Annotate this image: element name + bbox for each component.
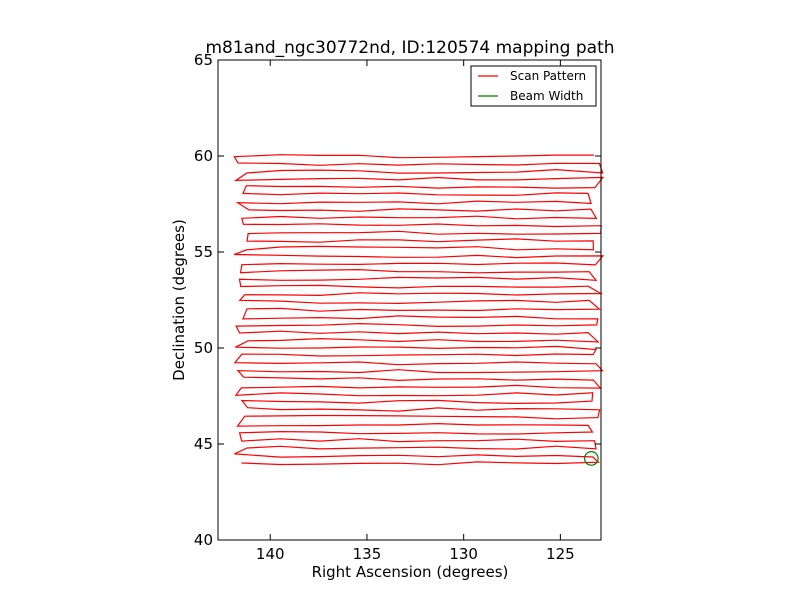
beam-width-circle xyxy=(583,451,599,466)
x-tick-label: 130 xyxy=(449,545,478,563)
plot-area xyxy=(218,60,605,540)
x-tick-label: 125 xyxy=(546,545,575,563)
x-tick-label: 135 xyxy=(353,545,382,563)
y-tick-label: 40 xyxy=(194,531,213,549)
chart-title: m81and_ngc30772nd, ID:120574 mapping pat… xyxy=(205,38,614,58)
legend: Scan Pattern Beam Width xyxy=(470,65,597,107)
y-tick-label: 45 xyxy=(194,435,213,453)
x-axis-ticks: 140 135 130 125 xyxy=(256,60,575,563)
plot-frame xyxy=(217,59,602,541)
legend-box xyxy=(470,65,597,107)
plot-background xyxy=(218,60,601,540)
x-tick-label: 140 xyxy=(256,545,285,563)
y-tick-label: 50 xyxy=(194,339,213,357)
x-axis-label: Right Ascension (degrees) xyxy=(312,563,509,581)
y-tick-label: 60 xyxy=(194,147,213,165)
scan-pattern-line xyxy=(233,154,605,466)
y-tick-label: 65 xyxy=(194,51,213,69)
scan-pattern-series xyxy=(233,154,605,466)
y-tick-label: 55 xyxy=(194,243,213,261)
y-axis-label: Declination (degrees) xyxy=(170,219,188,381)
y-axis-ticks: 40 45 50 55 60 65 xyxy=(194,51,601,549)
legend-label-beam-width: Beam Width xyxy=(510,89,583,103)
legend-label-scan-pattern: Scan Pattern xyxy=(510,69,586,83)
